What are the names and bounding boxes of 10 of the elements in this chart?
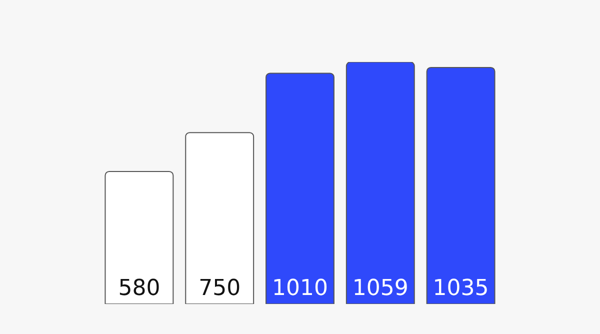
data-label: 1035 [432,276,489,301]
bar [185,132,254,304]
data-label: 580 [118,276,160,301]
data-label: 750 [198,276,241,301]
bar [104,170,174,304]
bar [266,72,334,304]
bar [346,62,415,304]
data-label: 1010 [272,276,328,301]
data-label: 1059 [352,276,408,301]
bar [426,66,496,304]
